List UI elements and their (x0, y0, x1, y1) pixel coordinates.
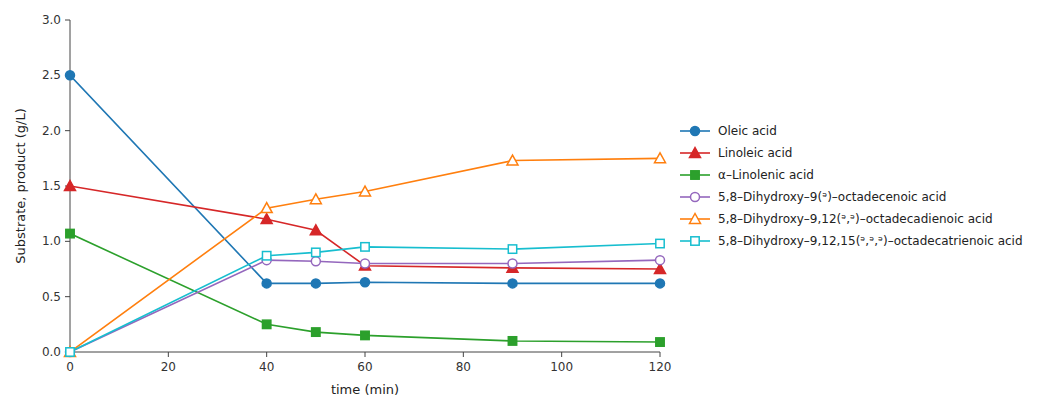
legend-marker (690, 214, 701, 224)
data-point (656, 256, 665, 265)
data-point (361, 259, 370, 268)
data-point (65, 347, 76, 357)
x-tick-label: 100 (550, 360, 573, 374)
y-tick-label: 2.5 (42, 68, 61, 82)
data-point (361, 243, 369, 251)
data-point (66, 348, 75, 357)
chart: 0 20 40 60 80 100 120 0.0 0.5 1.0 1.5 2.0 2.5 3.0 time… (0, 0, 1051, 407)
data-point (312, 248, 320, 256)
data-point (66, 229, 74, 237)
data-point (310, 194, 321, 204)
data-point (507, 155, 518, 165)
data-point (655, 153, 666, 163)
data-point (508, 245, 516, 253)
legend-entry: α–Linolenic acid (718, 168, 814, 182)
data-point (311, 257, 320, 266)
x-tick (660, 352, 661, 357)
data-point (66, 348, 74, 356)
data-point (508, 259, 517, 268)
legend-marker (691, 193, 700, 202)
data-point (508, 337, 516, 345)
markers (65, 71, 666, 357)
series-line (70, 244, 660, 352)
legend-entry: 5,8–Dihydroxy–9,12(ᵊ,ᵊ)–octadecadienoic … (718, 212, 993, 226)
lines (70, 75, 660, 352)
x-tick-label: 120 (649, 360, 672, 374)
x-tick (561, 352, 562, 357)
data-point (656, 239, 664, 247)
x-tick-label: 20 (161, 360, 176, 374)
data-point (65, 181, 76, 191)
data-point (656, 338, 664, 346)
data-point (310, 225, 321, 235)
x-tick-label: 60 (357, 360, 372, 374)
y-tick-label: 1.5 (42, 179, 61, 193)
data-point (311, 279, 320, 288)
data-point (262, 252, 270, 260)
y-axis-label: Substrate, product (g/L) (13, 108, 28, 263)
data-point (312, 328, 320, 336)
legend-marker (690, 148, 701, 158)
x-tick (463, 352, 464, 357)
series-line (70, 158, 660, 352)
data-point (262, 320, 270, 328)
legend-entry: 5,8–Dihydroxy–9(ᵊ)–octadecenoic acid (718, 190, 946, 204)
data-point (262, 279, 271, 288)
data-point (360, 186, 371, 196)
y-tick (65, 130, 70, 131)
series-line (70, 260, 660, 352)
legend-marker (691, 127, 700, 136)
legend-marker (691, 237, 699, 245)
legend-entry: Linoleic acid (718, 146, 792, 160)
y-tick-label: 3.0 (42, 13, 61, 27)
y-tick-label: 0.5 (42, 290, 61, 304)
y-tick-label: 0.0 (42, 345, 61, 359)
y-tick-label: 1.0 (42, 234, 61, 248)
series-line (70, 75, 660, 283)
x-tick (365, 352, 366, 357)
x-tick (266, 352, 267, 357)
x-tick-label: 40 (259, 360, 274, 374)
data-point (261, 214, 272, 224)
y-tick-label: 2.0 (42, 124, 61, 138)
x-tick-label: 80 (456, 360, 471, 374)
data-point (508, 279, 517, 288)
data-point (66, 71, 75, 80)
x-axis-label: time (min) (331, 382, 399, 397)
legend-entry: Oleic acid (718, 124, 777, 138)
legend: Oleic acid Linoleic acid α–Linolenic acid 5… (680, 124, 1023, 248)
legend-marker (691, 171, 699, 179)
data-point (656, 279, 665, 288)
y-tick (65, 241, 70, 242)
series-line (70, 186, 660, 269)
data-point (361, 331, 369, 339)
legend-entry: 5,8–Dihydroxy–9,12,15(ᵊ,ᵊ,ᵊ)–octadecatri… (718, 234, 1023, 248)
y-tick (65, 20, 70, 21)
x-tick (168, 352, 169, 357)
data-point (261, 203, 272, 213)
y-tick (65, 296, 70, 297)
x-tick-label: 0 (66, 360, 74, 374)
data-point (361, 278, 370, 287)
